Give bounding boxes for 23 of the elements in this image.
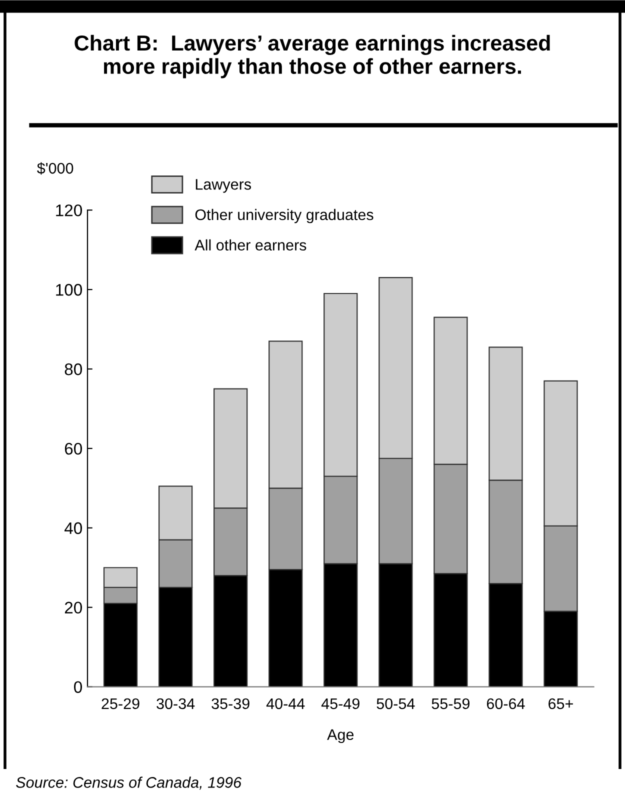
x-tick-label: 50-54 [376,698,415,710]
y-tick-label: 60 [64,442,82,455]
x-tick-label: 55-59 [432,698,470,710]
legend-label: All other earners [194,239,306,251]
y-axis-title: $'000 [37,162,74,175]
y-tick-label: 120 [56,204,82,216]
y-tick-label: 40 [64,522,82,534]
x-tick-label: 60-64 [486,698,525,710]
x-tick-label: 40-44 [266,698,305,710]
legend-label: Other university graduates [195,208,374,224]
chart-title: Chart B: Lawyers’ average earnings increased more rapidly than those of other earners. [74,34,550,78]
source-note: Source: Census of Canada, 1996 [16,776,242,790]
y-tick-label: 100 [56,284,82,296]
x-tick-label: 45-49 [321,698,360,710]
x-tick-label: 35-39 [212,698,250,710]
x-tick-label: 30-34 [156,698,195,710]
y-tick-label: 20 [64,602,82,614]
legend-label: Lawyers [196,179,251,193]
y-tick-label: 0 [74,681,82,694]
y-tick-label: 80 [64,363,82,376]
x-axis-title: Age [327,729,354,744]
x-tick-label: 25-29 [102,698,140,710]
x-tick-label: 65+ [548,698,573,710]
